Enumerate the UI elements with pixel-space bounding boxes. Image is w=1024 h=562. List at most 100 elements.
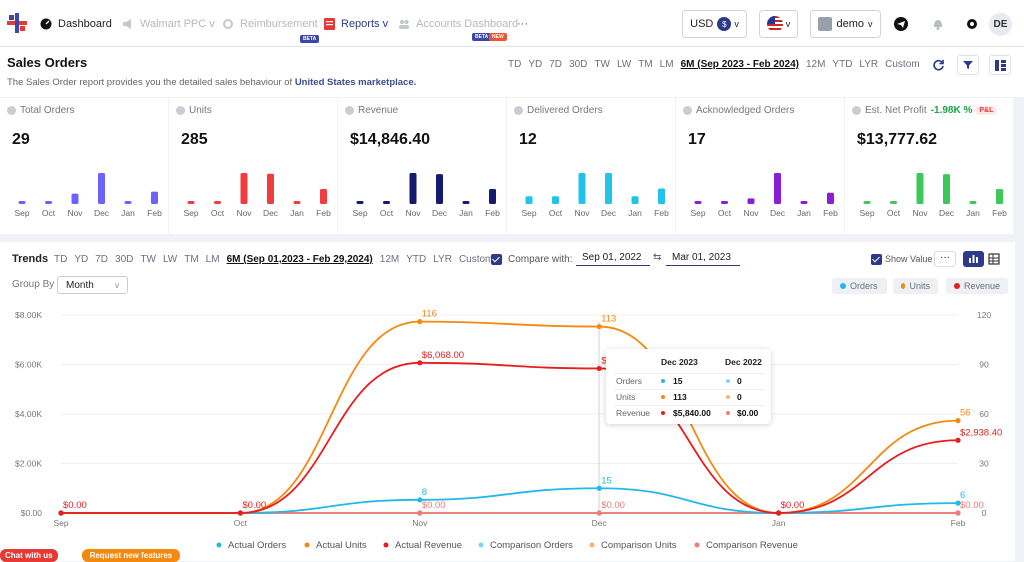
card-month-label: Oct: [42, 208, 56, 218]
user-menu[interactable]: demo v: [810, 10, 881, 38]
range-tab[interactable]: YD: [74, 254, 89, 265]
range-tab[interactable]: LM: [659, 59, 674, 70]
info-icon[interactable]: [514, 106, 523, 115]
range-tab[interactable]: LYR: [859, 59, 879, 70]
marketplace-selector[interactable]: v: [759, 10, 798, 38]
nav-reports[interactable]: Reports v: [324, 0, 388, 47]
filter-button[interactable]: [957, 55, 979, 75]
nav-reimbursement-label: Reimbursement: [240, 17, 318, 30]
nav-walmart-ppc[interactable]: Walmart PPC v: [122, 0, 215, 47]
metric-card[interactable]: Revenue $14,846.40 Sep Oct Nov Dec Jan Feb: [338, 98, 506, 234]
more-options-button[interactable]: ···: [934, 251, 956, 267]
range-tab[interactable]: TM: [184, 254, 199, 265]
card-bar: [45, 201, 52, 204]
legend-toggle[interactable]: Orders: [832, 278, 887, 294]
chart-view-button[interactable]: [963, 251, 984, 267]
metric-card[interactable]: Delivered Orders 12 Sep Oct Nov Dec Jan Feb: [507, 98, 675, 234]
info-icon[interactable]: [176, 106, 185, 115]
page-description-text: The Sales Order report provides you the …: [7, 77, 293, 88]
metric-card[interactable]: Est. Net Profit -1.98K % P&L $13,777.62 Sep O…: [845, 98, 1013, 234]
chat-with-us-button[interactable]: Chat with us: [0, 549, 58, 562]
compare-checkbox[interactable]: [491, 254, 502, 265]
compare-date-to[interactable]: Mar 01, 2023: [666, 250, 740, 266]
app-logo[interactable]: [6, 12, 28, 34]
metric-card[interactable]: Total Orders 29 Sep Oct Nov Dec Jan Feb: [0, 98, 168, 234]
range-tab[interactable]: TW: [594, 59, 610, 70]
currency-selector[interactable]: USD $ v: [682, 10, 747, 38]
tooltip-current-value: 113: [673, 392, 687, 402]
info-icon[interactable]: [7, 106, 16, 115]
range-tab[interactable]: 7D: [549, 59, 563, 70]
beta-badge: BETA: [472, 33, 492, 41]
page-header: Sales Orders The Sales Order report prov…: [0, 47, 1024, 97]
page-description: The Sales Order report provides you the …: [7, 77, 416, 88]
range-tab[interactable]: TD: [508, 59, 522, 70]
metric-card-value: 29: [12, 131, 30, 148]
range-tab[interactable]: 30D: [115, 254, 134, 265]
trends-panel: Trends TD YD 7D 30D TW LW TM LM 6M (Sep 01,2023 …: [0, 242, 1015, 561]
range-tab[interactable]: 12M: [805, 59, 826, 70]
range-tab[interactable]: TW: [140, 254, 156, 265]
card-month-label: Sep: [690, 208, 705, 218]
layout-toggle-button[interactable]: [989, 55, 1011, 75]
range-tab[interactable]: 7D: [95, 254, 109, 265]
tooltip-divider: [614, 373, 764, 374]
range-tab[interactable]: LW: [616, 59, 632, 70]
card-bar: [462, 201, 470, 204]
range-tab[interactable]: 6M (Sep 2023 - Feb 2024): [680, 59, 799, 70]
metric-card-label: Delivered Orders: [514, 105, 603, 116]
range-tab[interactable]: LM: [205, 254, 220, 265]
metric-card[interactable]: Acknowledged Orders 17 Sep Oct Nov Dec Jan Feb: [676, 98, 844, 234]
card-month-label: Jan: [290, 208, 304, 218]
info-icon[interactable]: [852, 106, 861, 115]
metric-card[interactable]: Units 285 Sep Oct Nov Dec Jan Feb: [169, 98, 337, 234]
card-bar: [187, 201, 195, 204]
legend-toggle[interactable]: Revenue: [946, 278, 1008, 294]
request-features-button[interactable]: Request new features: [81, 549, 181, 562]
swap-icon[interactable]: ⇆: [653, 252, 662, 263]
group-by-value: Month: [66, 279, 94, 291]
tooltip-col1-header: Dec 2023: [661, 357, 698, 367]
range-tab[interactable]: YD: [528, 59, 543, 70]
metric-card-title: Total Orders: [20, 105, 75, 116]
bell-icon[interactable]: [931, 17, 945, 31]
range-tab[interactable]: Custom: [885, 59, 920, 70]
range-tab[interactable]: Custom: [458, 254, 494, 265]
range-tab[interactable]: YTD: [832, 59, 853, 70]
range-tab[interactable]: TD: [54, 254, 68, 265]
table-view-button[interactable]: [986, 251, 1002, 267]
metric-card-bar-chart: Sep Oct Nov Dec Jan Feb: [183, 173, 331, 218]
more-menu-button[interactable]: ···: [517, 17, 528, 30]
range-tab[interactable]: LW: [162, 254, 178, 265]
info-icon[interactable]: [345, 106, 354, 115]
tooltip-compare-value: $0.00: [737, 408, 759, 418]
range-tab[interactable]: TM: [638, 59, 653, 70]
tooltip-row-label: Orders: [616, 376, 642, 386]
metric-card-title: Est. Net Profit: [865, 105, 927, 116]
nav-reimbursement[interactable]: Reimbursement: [222, 0, 318, 47]
range-tab[interactable]: LYR: [433, 254, 452, 265]
nav-accounts-dashboard[interactable]: Accounts Dashboard: [398, 0, 518, 47]
info-icon[interactable]: [683, 106, 692, 115]
pl-badge[interactable]: P&L: [976, 106, 997, 115]
range-tab[interactable]: 12M: [379, 254, 400, 265]
chevron-down-icon: v: [115, 280, 119, 290]
avatar[interactable]: DE: [989, 13, 1012, 36]
nav-dashboard[interactable]: Dashboard: [40, 0, 112, 47]
group-by-select[interactable]: Month v: [57, 276, 128, 294]
gear-icon[interactable]: [965, 17, 979, 31]
metric-card-value: 12: [519, 131, 537, 148]
range-tab[interactable]: 30D: [569, 59, 588, 70]
card-month-label: Feb: [316, 208, 331, 218]
refresh-button[interactable]: [927, 55, 949, 75]
show-value-checkbox[interactable]: [871, 254, 882, 265]
range-tab[interactable]: 6M (Sep 01,2023 - Feb 29,2024): [226, 254, 373, 265]
range-tab[interactable]: YTD: [406, 254, 427, 265]
telegram-icon[interactable]: [894, 17, 908, 31]
compare-date-from[interactable]: Sep 01, 2022: [576, 250, 650, 266]
legend-toggle[interactable]: Units: [893, 278, 938, 294]
card-bar: [18, 201, 26, 204]
user-name: demo: [836, 18, 865, 30]
card-month-label: Jan: [121, 208, 135, 218]
tooltip-compare-value: 0: [737, 392, 742, 402]
